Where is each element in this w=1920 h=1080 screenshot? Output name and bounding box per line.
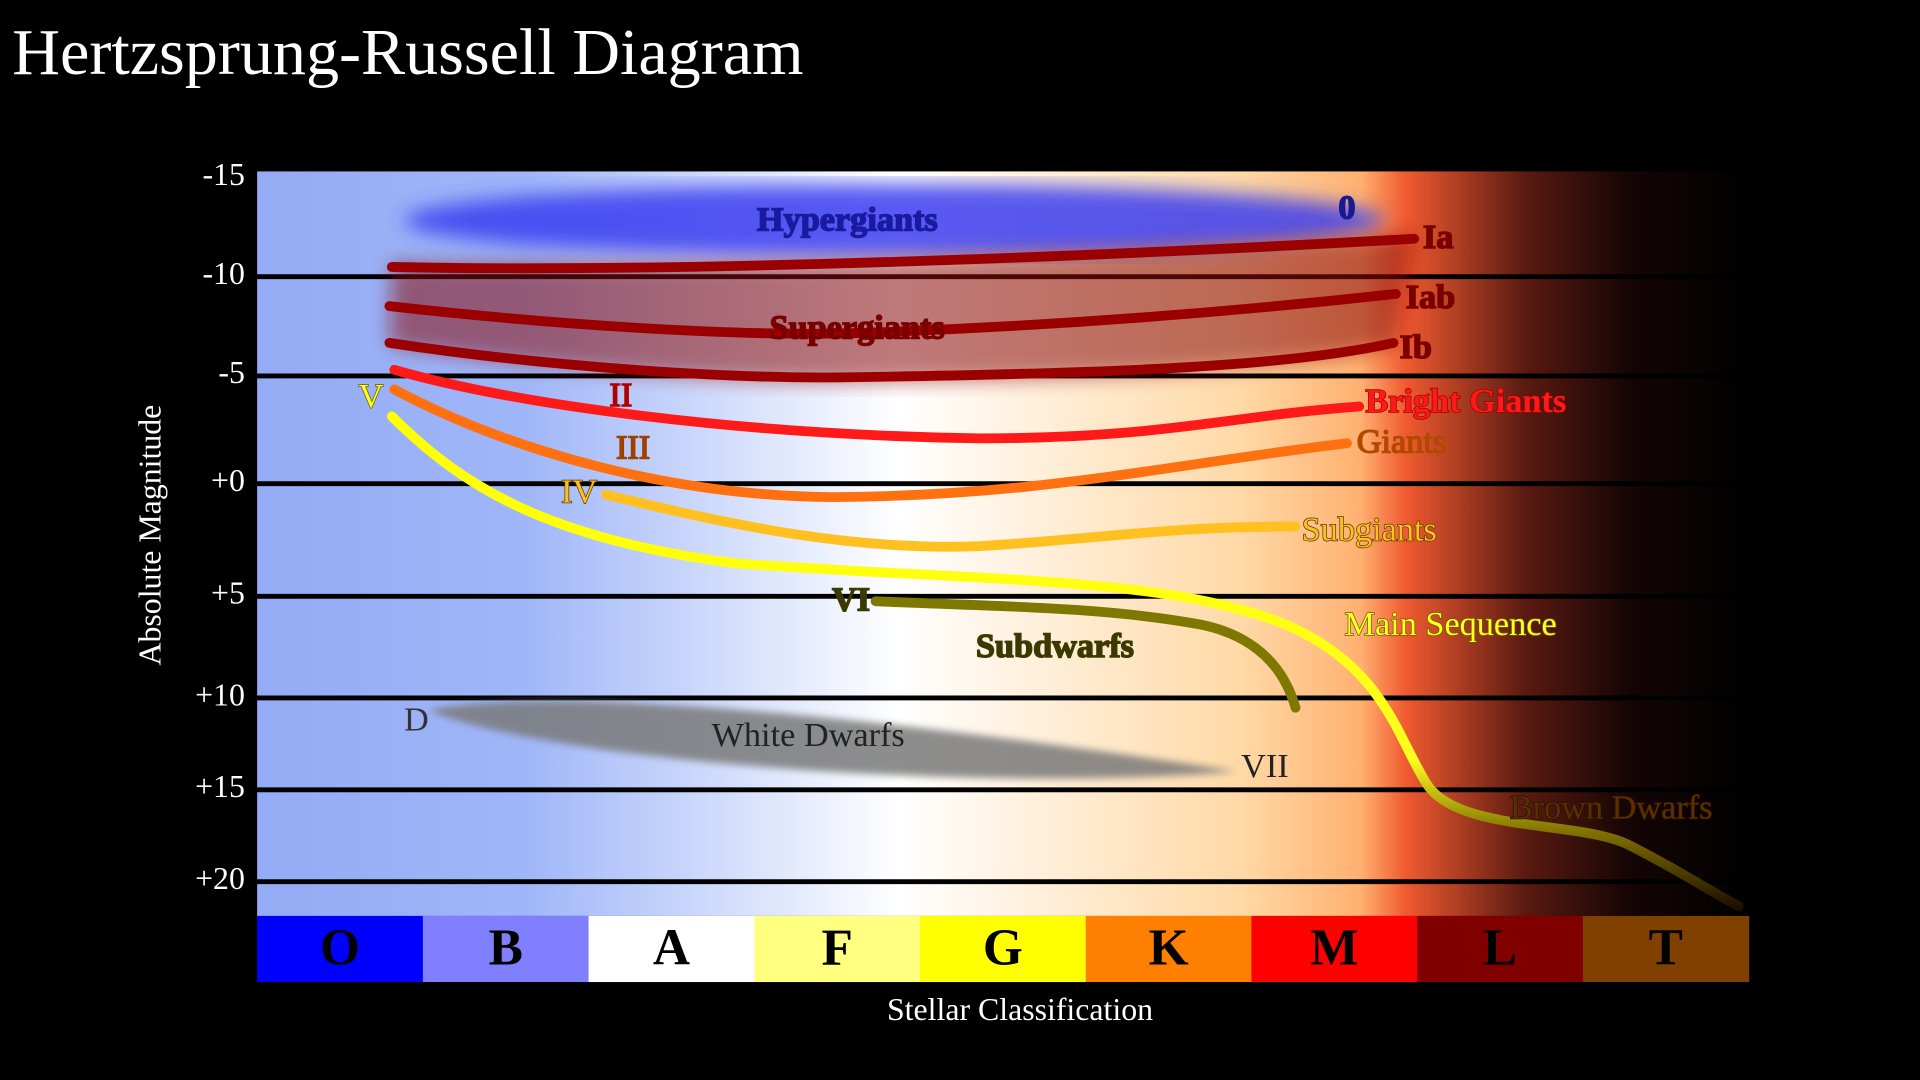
region-label: Bright Giants — [1365, 382, 1566, 420]
class-label: II — [609, 376, 632, 414]
class-label: F — [821, 919, 852, 976]
region-label: White Dwarfs — [712, 716, 905, 754]
class-label: D — [404, 700, 429, 738]
iab-branch — [384, 288, 1401, 339]
class-label: Ia — [1423, 218, 1453, 256]
class-label: B — [489, 919, 523, 976]
class-label: VI — [832, 580, 870, 618]
class-label: 0 — [1338, 188, 1355, 226]
class-label: Ib — [1400, 328, 1432, 366]
class-swatch — [1582, 915, 1750, 983]
region-label: Subgiants — [1302, 511, 1437, 549]
class-label: A — [653, 919, 690, 976]
x-axis-label: Stellar Classification — [887, 992, 1153, 1027]
y-tick-label: -10 — [202, 256, 244, 291]
class-swatch — [754, 915, 921, 983]
class-label: V — [359, 377, 384, 415]
y-axis-label: Absolute Magnitude — [132, 405, 167, 666]
grid: -15 -10 -5 +0 +5 +10 +15 +20 — [195, 157, 1739, 896]
region-label: Brown Dwarfs — [1510, 788, 1713, 826]
y-tick-label: +5 — [211, 576, 245, 611]
class-label: T — [1649, 919, 1683, 976]
hypergiants-region — [404, 183, 1384, 258]
class-label: G — [983, 919, 1023, 976]
class-label: L — [1483, 919, 1517, 976]
diagram-body: Hertzsprung-Russell Diagram -15 -10 -5 +0 +5… — [12, 16, 1750, 1027]
region-label: Giants — [1357, 422, 1446, 460]
subgiants-branch — [601, 489, 1301, 552]
class-label: K — [1149, 919, 1189, 976]
class-label: O — [320, 919, 360, 976]
y-tick-label: +15 — [195, 769, 245, 804]
class-swatch — [1251, 915, 1418, 983]
class-label: Iab — [1406, 278, 1456, 316]
region-label: Subdwarfs — [976, 627, 1134, 665]
class-swatch — [588, 915, 755, 983]
ib-branch — [384, 337, 1399, 383]
region-label: Main Sequence — [1345, 605, 1557, 643]
region-label: Supergiants — [770, 308, 945, 346]
region-label: Hypergiants — [757, 201, 938, 239]
y-tick-label: +20 — [195, 861, 245, 896]
class-swatch — [422, 915, 590, 983]
labels: Hypergiants Supergiants Bright Giants Gi… — [358, 188, 1713, 827]
class-swatch — [1417, 915, 1584, 983]
branches — [384, 233, 1744, 912]
main-sequence-branch — [386, 411, 1744, 912]
giants-branch — [389, 384, 1352, 503]
class-swatch — [257, 915, 424, 983]
y-tick-label: +0 — [211, 463, 245, 498]
y-tick-label: -5 — [218, 355, 245, 390]
class-label: IV — [561, 473, 597, 511]
class-label: M — [1310, 919, 1359, 976]
bright-giants-branch — [389, 364, 1365, 444]
class-swatch — [1085, 915, 1253, 983]
white-dwarfs-region — [428, 701, 1237, 779]
y-tick-label: +10 — [195, 677, 245, 712]
class-label: VII — [1241, 747, 1289, 785]
subdwarfs-branch — [870, 596, 1301, 713]
y-tick-label: -15 — [202, 157, 244, 192]
class-swatch — [920, 915, 1087, 983]
title: Hertzsprung-Russell Diagram — [12, 16, 803, 89]
ia-branch — [386, 233, 1420, 274]
class-label: III — [616, 428, 650, 466]
